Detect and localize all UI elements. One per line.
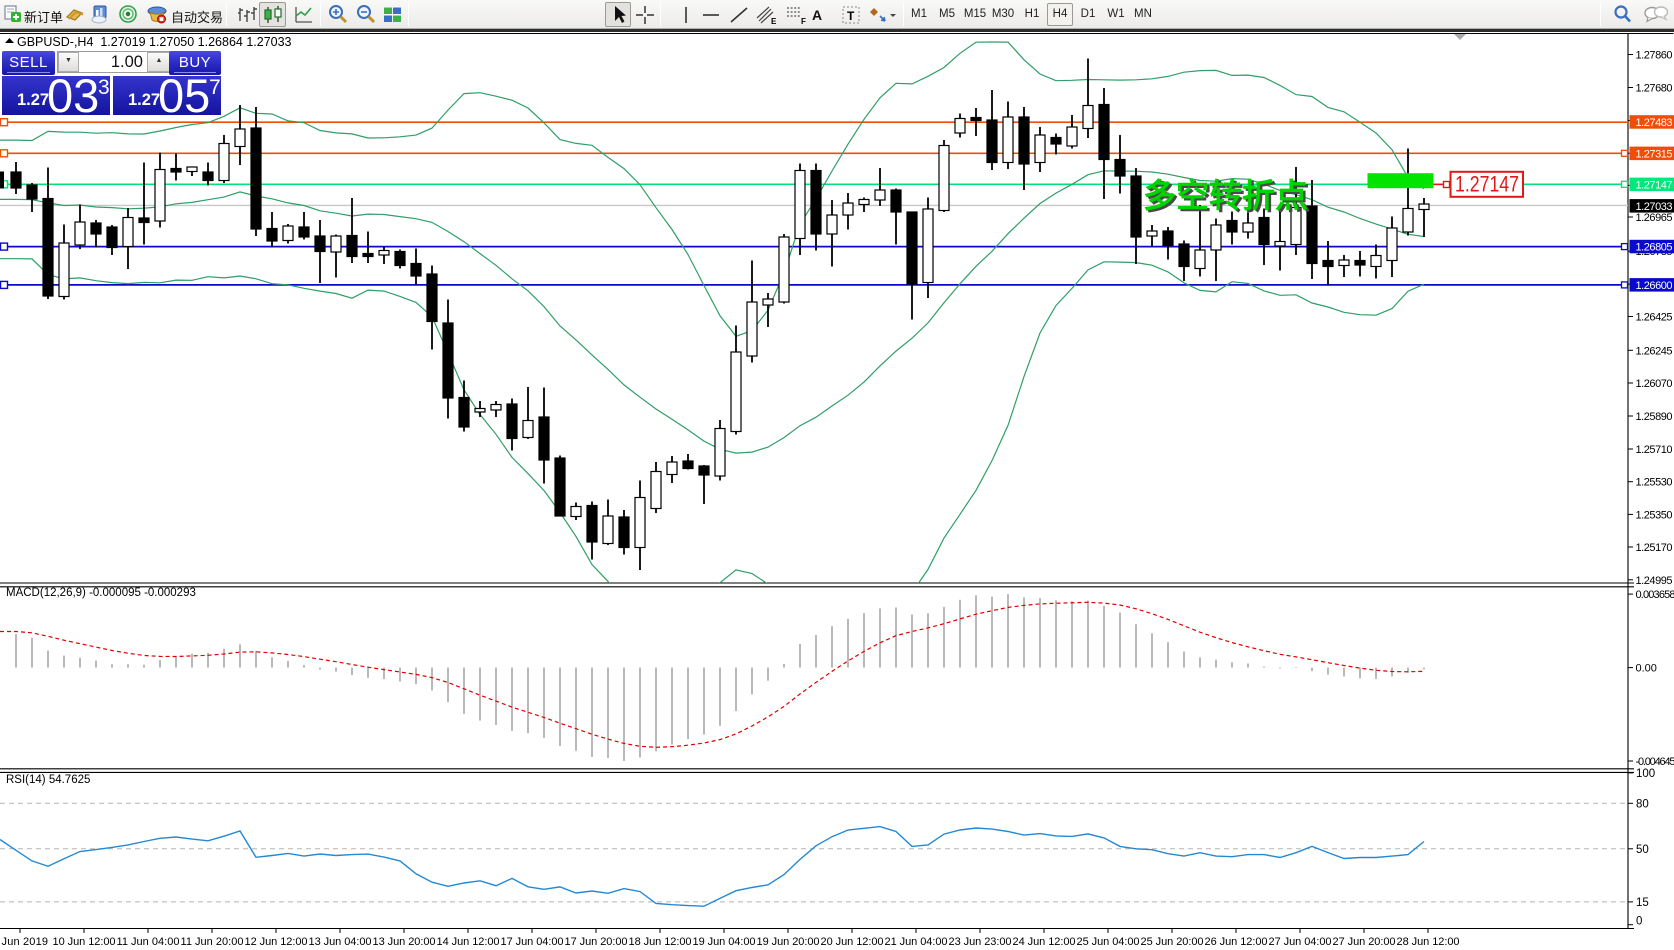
svg-text:100: 100 — [1636, 768, 1655, 780]
svg-text:1.27147: 1.27147 — [1455, 172, 1519, 197]
svg-text:1.27680: 1.27680 — [1636, 83, 1673, 95]
svg-text:25 Jun 04:00: 25 Jun 04:00 — [1077, 936, 1140, 948]
svg-text:19 Jun 20:00: 19 Jun 20:00 — [757, 936, 820, 948]
svg-text:1.25890: 1.25890 — [1636, 411, 1673, 423]
svg-text:13 Jun 04:00: 13 Jun 04:00 — [309, 936, 372, 948]
svg-text:1.27315: 1.27315 — [1636, 148, 1673, 160]
svg-text:27 Jun 20:00: 27 Jun 20:00 — [1333, 936, 1396, 948]
svg-text:80: 80 — [1636, 798, 1649, 810]
svg-text:18 Jun 12:00: 18 Jun 12:00 — [629, 936, 692, 948]
svg-text:17 Jun 20:00: 17 Jun 20:00 — [565, 936, 628, 948]
svg-text:9 Jun 2019: 9 Jun 2019 — [0, 936, 48, 948]
svg-text:1.27147: 1.27147 — [1636, 179, 1673, 191]
svg-text:20 Jun 12:00: 20 Jun 12:00 — [821, 936, 884, 948]
svg-text:多空转折点: 多空转折点 — [1143, 177, 1308, 214]
svg-text:1.26425: 1.26425 — [1636, 312, 1673, 324]
svg-text:14 Jun 12:00: 14 Jun 12:00 — [437, 936, 500, 948]
svg-text:12 Jun 12:00: 12 Jun 12:00 — [245, 936, 308, 948]
svg-text:11 Jun 20:00: 11 Jun 20:00 — [181, 936, 244, 948]
svg-text:1.26965: 1.26965 — [1636, 212, 1673, 224]
svg-text:1.26805: 1.26805 — [1636, 242, 1673, 254]
svg-text:1.26600: 1.26600 — [1636, 280, 1673, 292]
svg-text:RSI(14) 54.7625: RSI(14) 54.7625 — [6, 774, 90, 786]
svg-text:0.00: 0.00 — [1636, 663, 1657, 675]
svg-text:26 Jun 12:00: 26 Jun 12:00 — [1205, 936, 1268, 948]
svg-text:1.26245: 1.26245 — [1636, 345, 1673, 357]
svg-text:E: E — [771, 17, 777, 26]
svg-text:13 Jun 20:00: 13 Jun 20:00 — [373, 936, 436, 948]
svg-text:0.003658: 0.003658 — [1636, 589, 1674, 601]
svg-text:GBPUSD-,H4 1.27019 1.27050 1.: GBPUSD-,H4 1.27019 1.27050 1.26864 1.270… — [17, 35, 292, 49]
svg-text:23 Jun 23:00: 23 Jun 23:00 — [949, 936, 1012, 948]
svg-text:19 Jun 04:00: 19 Jun 04:00 — [693, 936, 756, 948]
svg-text:MACD(12,26,9) -0.000095 -0.000: MACD(12,26,9) -0.000095 -0.000293 — [6, 587, 196, 599]
svg-text:0: 0 — [1636, 916, 1642, 928]
svg-text:25 Jun 20:00: 25 Jun 20:00 — [1141, 936, 1204, 948]
svg-text:17 Jun 04:00: 17 Jun 04:00 — [501, 936, 564, 948]
svg-text:27 Jun 04:00: 27 Jun 04:00 — [1269, 936, 1332, 948]
svg-text:24 Jun 12:00: 24 Jun 12:00 — [1013, 936, 1076, 948]
svg-text:1.27483: 1.27483 — [1636, 117, 1673, 129]
svg-text:1.27033: 1.27033 — [1636, 201, 1673, 213]
svg-text:1.25710: 1.25710 — [1636, 444, 1673, 456]
svg-text:1.25530: 1.25530 — [1636, 477, 1673, 489]
svg-text:1.24995: 1.24995 — [1636, 575, 1673, 587]
svg-text:21 Jun 04:00: 21 Jun 04:00 — [885, 936, 948, 948]
svg-text:F: F — [801, 17, 806, 26]
svg-text:10 Jun 12:00: 10 Jun 12:00 — [53, 936, 116, 948]
svg-text:1.27860: 1.27860 — [1636, 50, 1673, 62]
svg-text:1.26070: 1.26070 — [1636, 378, 1673, 390]
svg-text:-0.004645: -0.004645 — [1636, 756, 1674, 768]
svg-text:28 Jun 12:00: 28 Jun 12:00 — [1397, 936, 1460, 948]
svg-text:50: 50 — [1636, 844, 1649, 856]
svg-text:11 Jun 04:00: 11 Jun 04:00 — [117, 936, 180, 948]
svg-text:1.25350: 1.25350 — [1636, 509, 1673, 521]
svg-text:多空转折点: 多空转折点 — [1146, 179, 1311, 216]
svg-text:15: 15 — [1636, 897, 1649, 909]
svg-text:1.25170: 1.25170 — [1636, 542, 1673, 554]
svg-text:T: T — [847, 9, 855, 23]
